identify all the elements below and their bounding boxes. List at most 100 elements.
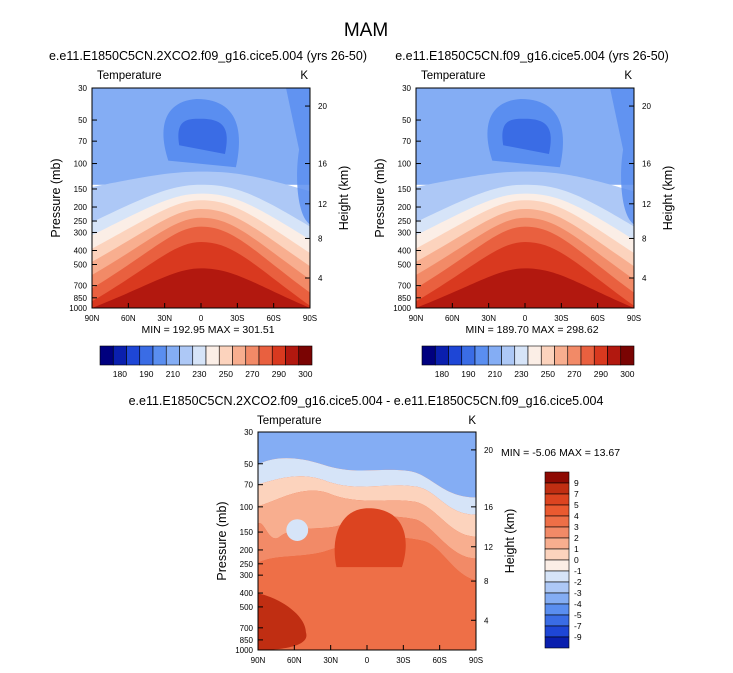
plot-diff-area: 305070100150200250300400500700850100090N… [215, 428, 517, 665]
colorbar-right-swatch [514, 345, 529, 366]
plot-right-ylabel: Pressure (mb) [373, 158, 387, 237]
colorbar-right-swatch [474, 345, 489, 366]
colorbar-diff-label: -9 [574, 632, 582, 642]
plot-right-htick-label: 12 [642, 200, 651, 209]
colorbar-diff-label: -1 [574, 566, 582, 576]
colorbar-diff-swatch [544, 559, 570, 572]
plot-diff-htick-label: 12 [484, 543, 493, 552]
plot-diff-xtick-label: 60N [287, 656, 302, 665]
plot-left-ytick-label: 150 [74, 185, 88, 194]
plot-left-xtick-label: 0 [199, 314, 204, 323]
plot-right-xtick-label: 90N [409, 314, 424, 323]
colorbar-left: 180 190 210 230 250 270 290 300 [99, 345, 313, 379]
plot-diff-ylabel-right: Height (km) [503, 509, 517, 574]
colorbar-right-swatch [448, 345, 463, 366]
panel-diff-minmax: MIN = -5.06 MAX = 13.67 [501, 447, 620, 459]
colorbar-diff-swatch [544, 471, 570, 484]
panel-diff: e.e11.E1850C5CN.2XCO2.f09_g16.cice5.004 … [129, 394, 621, 665]
plot-diff-fill-layer [258, 490, 476, 559]
plot-diff-fill-layer [258, 432, 476, 498]
plot-right-xtick-label: 60S [591, 314, 605, 323]
colorbar-left-swatch [245, 345, 260, 366]
colorbar-left-swatch [205, 345, 220, 366]
colorbar-right-label: 230 [514, 369, 528, 379]
plot-left-ytick-label: 50 [78, 116, 87, 125]
plot-right-htick-label: 16 [642, 160, 651, 169]
colorbar-diff-label: 7 [574, 489, 579, 499]
colorbar-diff-label: -5 [574, 610, 582, 620]
plot-right-htick-label: 8 [642, 234, 647, 243]
plot-left-ytick-label: 700 [74, 282, 88, 291]
plot-diff-ytick-label: 150 [240, 528, 254, 537]
plot-left-xtick-label: 30S [230, 314, 244, 323]
panel-diff-units-label: K [468, 415, 476, 427]
plot-left-fill-band [92, 268, 310, 308]
plot-left-xtick-label: 30N [157, 314, 172, 323]
colorbar-diff-swatch [544, 493, 570, 506]
colorbar-diff-swatch [544, 526, 570, 539]
plot-right-ytick-label: 1000 [393, 304, 411, 313]
colorbar-left-swatch [285, 345, 300, 366]
panel-diff-title: e.e11.E1850C5CN.2XCO2.f09_g16.cice5.004 … [129, 394, 604, 408]
plot-diff-ytick-label: 30 [244, 428, 253, 437]
colorbar-right-swatch [580, 345, 595, 366]
colorbar-diff-label: 4 [574, 511, 579, 521]
plot-diff-ytick-label: 50 [244, 460, 253, 469]
panel-left-title: e.e11.E1850C5CN.2XCO2.f09_g16.cice5.004 … [49, 49, 367, 63]
plot-left-ytick-label: 70 [78, 137, 87, 146]
plot-right-ytick-label: 70 [402, 137, 411, 146]
colorbar-diff-swatch [544, 636, 570, 649]
panel-left-minmax: MIN = 192.95 MAX = 301.51 [141, 324, 274, 336]
plot-right-ytick-label: 300 [398, 228, 412, 237]
plot-left-htick-label: 8 [318, 234, 323, 243]
plot-right-ytick-label: 700 [398, 282, 412, 291]
colorbar-diff-swatch [544, 570, 570, 583]
plot-diff-ytick-label: 250 [240, 560, 254, 569]
plot-diff-fill-layer [258, 516, 476, 581]
plot-right-xtick-label: 0 [523, 314, 528, 323]
plot-left-ytick-label: 850 [74, 294, 88, 303]
panel-diff-variable-label: Temperature [257, 415, 322, 427]
plot-right-fill-band [416, 268, 634, 308]
plot-diff-ytick-label: 70 [244, 481, 253, 490]
plot-diff-xtick-label: 60S [433, 656, 447, 665]
plot-right-xtick-label: 60N [445, 314, 460, 323]
plot-left-ytick-label: 200 [74, 203, 88, 212]
colorbar-left-label: 210 [166, 369, 180, 379]
colorbar-diff-label: -7 [574, 621, 582, 631]
plot-diff-fill-layer [258, 458, 476, 515]
plot-left-fill-cold-core [178, 118, 227, 154]
plot-left-area: 305070100150200250300400500700850100090N… [49, 84, 351, 323]
plot-diff-ytick-label: 300 [240, 571, 254, 580]
plot-left-htick-label: 4 [318, 274, 323, 283]
colorbar-left-swatch [192, 345, 207, 366]
panel-right-variable-label: Temperature [421, 70, 486, 82]
plot-diff-fill-cool-pocket [286, 519, 309, 541]
plot-right-ylabel-right: Height (km) [661, 166, 675, 231]
colorbar-left-swatch [179, 345, 194, 366]
colorbar-diff-label: 5 [574, 500, 579, 510]
plot-left-ytick-label: 1000 [69, 304, 87, 313]
colorbar-right-swatch [593, 345, 608, 366]
plot-diff-ytick-label: 850 [240, 636, 254, 645]
plot-left-ytick-label: 250 [74, 217, 88, 226]
colorbar-right-label: 210 [488, 369, 502, 379]
plot-right-xtick-label: 90S [627, 314, 641, 323]
plot-diff-fill-arctic-warm [258, 593, 307, 650]
colorbar-left-label: 250 [219, 369, 233, 379]
panel-left-units-label: K [300, 70, 308, 82]
plot-right-htick-label: 4 [642, 274, 647, 283]
plot-diff-fill-warm-core [334, 508, 406, 568]
colorbar-left-swatch [271, 345, 286, 366]
colorbar-right-swatch [554, 345, 569, 366]
plot-left-ytick-label: 300 [74, 228, 88, 237]
colorbar-right-label: 270 [567, 369, 581, 379]
colorbar-diff-swatch [544, 537, 570, 550]
plot-right-ytick-label: 250 [398, 217, 412, 226]
colorbar-right-swatch [527, 345, 542, 366]
colorbar-right-swatch [421, 345, 436, 366]
plot-diff-fill-layer [258, 537, 476, 650]
colorbar-left-label: 190 [139, 369, 153, 379]
